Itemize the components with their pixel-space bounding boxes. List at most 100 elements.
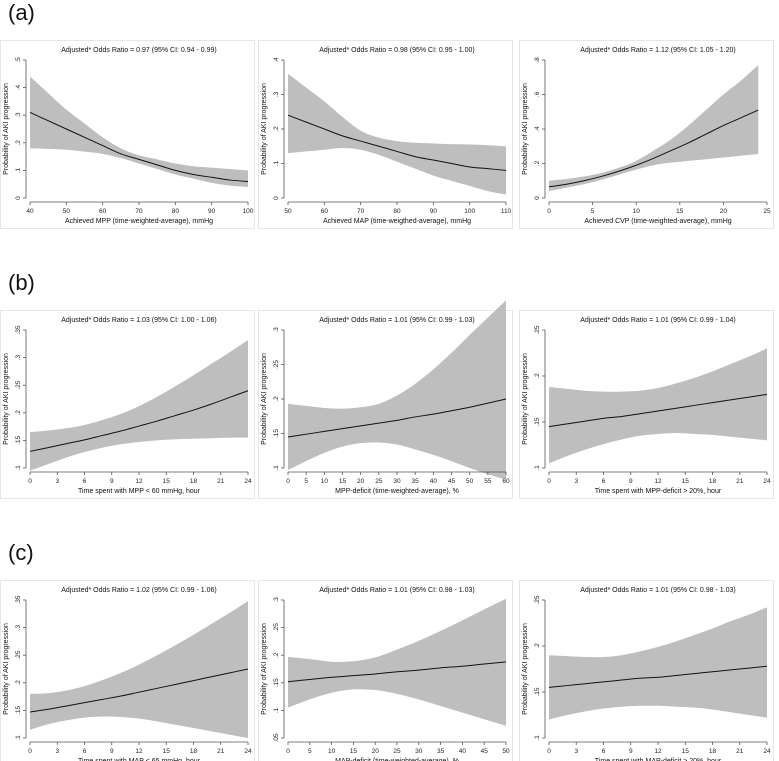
- chart-1-x-tick-label: 40: [26, 208, 34, 215]
- chart-5-x-tick-label: 35: [412, 478, 420, 485]
- chart-6-y-tick-label: .25: [534, 325, 541, 334]
- chart-7-x-tick-label: 9: [110, 748, 114, 755]
- chart-7-y-label: Probability of AKI progression: [3, 623, 10, 715]
- chart-6-y-tick-label: .15: [534, 417, 541, 426]
- chart-5-x-tick-label: 30: [393, 478, 401, 485]
- chart-7-x-tick-label: 15: [163, 748, 171, 755]
- chart-7-x-tick-label: 3: [55, 748, 59, 755]
- chart-7-title: Adjusted* Odds Ratio = 1.02 (95% CI: 0.9…: [61, 587, 216, 594]
- chart-7-x-label: Time spent with MAP < 65 mmHg, hour: [78, 758, 201, 761]
- chart-9-x-tick-label: 9: [629, 748, 633, 755]
- chart-8-y-tick-label: .1: [273, 707, 280, 713]
- chart-4-y-tick-label: .1: [15, 465, 22, 471]
- chart-8-y-tick-label: .15: [273, 678, 280, 687]
- chart-3-y-tick-label: .2: [534, 160, 541, 166]
- chart-2-x-tick-label: 80: [393, 208, 401, 215]
- chart-5-x-tick-label: 60: [502, 478, 510, 485]
- chart-3-title: Adjusted* Odds Ratio = 1.12 (95% CI: 1.0…: [580, 47, 735, 54]
- chart-9-title: Adjusted* Odds Ratio = 1.01 (95% CI: 0.9…: [580, 587, 735, 594]
- chart-9-estimate-line: [548, 665, 768, 688]
- chart-7-y-tick-label: .3: [15, 625, 22, 631]
- panel-label-a: (a): [8, 0, 35, 25]
- chart-3-x-tick-label: 10: [633, 208, 641, 215]
- chart-6-x-tick-label: 9: [629, 478, 633, 485]
- chart-7-y-tick-label: .2: [15, 680, 22, 686]
- chart-4-y-tick-label: .15: [15, 436, 22, 445]
- chart-2-x-tick-label: 90: [430, 208, 438, 215]
- chart-3-x-tick-label: 25: [763, 208, 771, 215]
- chart-8-x-tick-label: 35: [437, 748, 445, 755]
- chart-1-x-tick-label: 100: [243, 208, 254, 215]
- chart-2: 50 60 70 80 90 100 110 0 .1 .2 .3 .4 Adjusted* Odds …: [258, 40, 513, 229]
- chart-9-x-tick-label: 0: [547, 748, 551, 755]
- chart-9-x-tick-label: 24: [763, 748, 771, 755]
- chart-5-x-tick-label: 55: [484, 478, 492, 485]
- chart-7-y-tick-label: .35: [15, 595, 22, 604]
- chart-6-x-tick-label: 0: [547, 478, 551, 485]
- chart-8-x-tick-label: 40: [459, 748, 467, 755]
- chart-6-x-tick-label: 12: [654, 478, 662, 485]
- chart-8-y-tick-label: .3: [273, 597, 280, 603]
- chart-3-x-tick-label: 15: [676, 208, 684, 215]
- chart-3-x-tick-label: 5: [591, 208, 595, 215]
- chart-2-x-tick-label: 100: [464, 208, 475, 215]
- chart-1-title: Adjusted* Odds Ratio = 0.97 (95% CI: 0.9…: [61, 47, 216, 54]
- chart-9-x-label: Time spent with MAP-deficit > 20%, hour: [595, 758, 722, 761]
- chart-1-y-label: Probability of AKI progression: [3, 83, 10, 175]
- chart-7-x-tick-label: 18: [190, 748, 198, 755]
- chart-4-x-tick-label: 21: [217, 478, 225, 485]
- chart-7-ci-band: [30, 601, 248, 738]
- chart-2-y-tick-label: 0: [273, 196, 280, 200]
- chart-7-x-tick-label: 21: [217, 748, 225, 755]
- chart-6-x-tick-label: 15: [682, 478, 690, 485]
- chart-9-y-tick-label: .2: [534, 643, 541, 649]
- chart-7-estimate-line: [29, 668, 249, 713]
- chart-7-x-tick-label: 24: [244, 748, 252, 755]
- chart-3-estimate-line: [548, 109, 759, 188]
- chart-6-x-tick-label: 18: [709, 478, 717, 485]
- chart-1-y-tick-label: .2: [15, 140, 22, 146]
- chart-8-ci-band: [288, 598, 506, 726]
- chart-9-y-tick-label: .15: [534, 687, 541, 696]
- chart-5-y-tick-label: .1: [273, 465, 280, 471]
- chart-8-title: Adjusted* Odds Ratio = 1.01 (95% CI: 0.9…: [319, 587, 474, 594]
- chart-3-y-tick-label: .6: [534, 91, 541, 97]
- chart-4-y-tick-label: .2: [15, 410, 22, 416]
- chart-1-y-tick-label: .3: [15, 112, 22, 118]
- chart-8-x-tick-label: 15: [350, 748, 358, 755]
- panel-label-b: (b): [8, 270, 35, 295]
- chart-2-ci-band: [288, 73, 506, 195]
- chart-5-estimate-line: [287, 398, 507, 438]
- chart-5-x-label: MPP-deficit (time-weighted-average), %: [335, 488, 459, 495]
- chart-6-y-tick-label: .2: [534, 373, 541, 379]
- chart-8-x-tick-label: 45: [481, 748, 489, 755]
- chart-1-y-tick-label: 0: [15, 196, 22, 200]
- chart-9-x-tick-label: 18: [709, 748, 717, 755]
- chart-6-y-tick-label: .1: [534, 465, 541, 471]
- chart-4-x-tick-label: 24: [244, 478, 252, 485]
- chart-5-x-tick-label: 15: [339, 478, 347, 485]
- chart-1: 40 50 60 70 80 90 100 0 .1 .2 .3 .4 .5 Adjusted* Odds…: [0, 40, 255, 229]
- chart-6: 0 3 6 9 12 15 18 21 24 .1 .15 .2 .25 Adjusted* Odds R…: [519, 310, 774, 499]
- chart-2-title: Adjusted* Odds Ratio = 0.98 (95% CI: 0.9…: [319, 47, 474, 54]
- chart-1-x-tick-label: 70: [135, 208, 143, 215]
- chart-8-y-label: Probability of AKI progression: [261, 623, 268, 715]
- chart-5-x-tick-label: 10: [321, 478, 329, 485]
- chart-4-x-tick-label: 0: [28, 478, 32, 485]
- chart-2-estimate-line: [287, 114, 507, 171]
- chart-3-y-tick-label: .4: [534, 126, 541, 132]
- chart-2-x-tick-label: 50: [284, 208, 292, 215]
- chart-9-y-tick-label: .1: [534, 735, 541, 741]
- chart-3-y-label: Probability of AKI progression: [522, 83, 529, 175]
- chart-9-x-tick-label: 12: [654, 748, 662, 755]
- chart-9-y-label: Probability of AKI progression: [522, 623, 529, 715]
- chart-1-ci-band: [30, 76, 248, 187]
- chart-5-y-tick-label: .3: [273, 327, 280, 333]
- chart-8-x-tick-label: 50: [502, 748, 510, 755]
- chart-3-y-tick-label: 0: [534, 196, 541, 200]
- chart-7-y-tick-label: .25: [15, 650, 22, 659]
- chart-2-x-tick-label: 70: [357, 208, 365, 215]
- chart-8-x-tick-label: 10: [328, 748, 336, 755]
- chart-2-y-tick-label: .3: [273, 91, 280, 97]
